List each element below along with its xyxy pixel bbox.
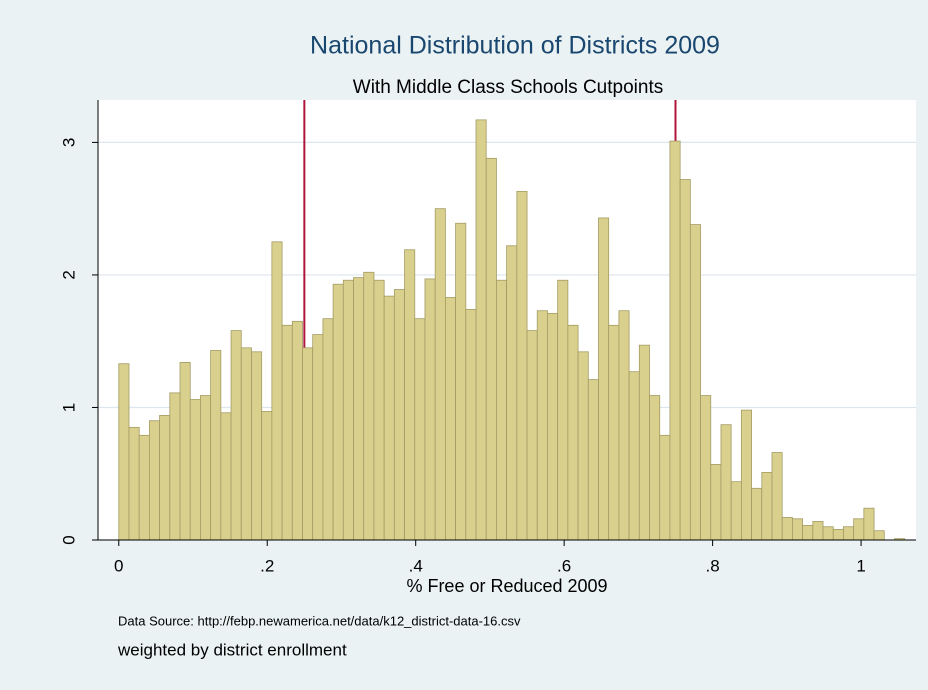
chart-subtitle: With Middle Class Schools Cutpoints bbox=[353, 77, 663, 98]
bar bbox=[679, 179, 691, 541]
bar bbox=[332, 283, 344, 541]
bar bbox=[536, 310, 548, 541]
bar bbox=[812, 521, 824, 541]
bar bbox=[547, 312, 559, 541]
bar bbox=[740, 409, 752, 541]
bar bbox=[138, 434, 150, 541]
bar bbox=[628, 371, 640, 541]
x-tick-label: .6 bbox=[557, 556, 571, 575]
y-tick-label: 1 bbox=[59, 403, 78, 412]
x-axis-title: % Free or Reduced 2009 bbox=[406, 576, 607, 596]
bar bbox=[465, 308, 477, 541]
bar bbox=[526, 330, 538, 541]
bar bbox=[373, 279, 385, 541]
bar bbox=[873, 530, 885, 541]
bar bbox=[414, 318, 426, 541]
bar bbox=[169, 392, 181, 541]
bar bbox=[608, 324, 620, 541]
bar bbox=[700, 395, 712, 541]
bar bbox=[638, 344, 650, 541]
bar bbox=[220, 412, 232, 541]
bar bbox=[322, 318, 334, 541]
bar bbox=[179, 362, 191, 541]
bar bbox=[230, 330, 242, 541]
bar bbox=[669, 140, 681, 541]
bar bbox=[598, 217, 610, 541]
bar bbox=[149, 420, 161, 541]
bar bbox=[649, 395, 661, 541]
bar bbox=[383, 295, 395, 541]
bar bbox=[751, 487, 763, 541]
bar bbox=[342, 279, 354, 541]
bar bbox=[424, 278, 436, 541]
x-tick-label: .8 bbox=[706, 556, 720, 575]
bar bbox=[455, 222, 467, 541]
bar bbox=[557, 279, 569, 541]
bar bbox=[761, 472, 773, 541]
bar bbox=[291, 320, 303, 541]
bar bbox=[496, 279, 508, 541]
bar bbox=[404, 249, 416, 541]
bar bbox=[251, 351, 263, 541]
bar bbox=[159, 415, 171, 541]
bar bbox=[189, 399, 201, 541]
bar bbox=[475, 119, 487, 541]
y-tick-label: 0 bbox=[59, 535, 78, 544]
bar bbox=[587, 379, 599, 541]
x-tick-label: 0 bbox=[114, 556, 123, 575]
chart-title: National Distribution of Districts 2009 bbox=[310, 32, 720, 60]
bar bbox=[506, 245, 518, 541]
y-tick-label: 2 bbox=[59, 270, 78, 279]
bar bbox=[128, 426, 140, 541]
bar bbox=[516, 191, 528, 541]
bar bbox=[577, 351, 589, 541]
bar bbox=[802, 525, 814, 541]
bar bbox=[832, 528, 844, 541]
bar bbox=[618, 310, 630, 541]
bar bbox=[393, 289, 405, 541]
bar bbox=[710, 464, 722, 541]
bar bbox=[689, 224, 701, 541]
bar bbox=[659, 434, 671, 541]
bar bbox=[200, 395, 212, 541]
bar bbox=[240, 347, 252, 541]
bar bbox=[271, 241, 283, 541]
bar bbox=[363, 271, 375, 541]
bar bbox=[863, 507, 875, 541]
y-tick-label: 3 bbox=[59, 138, 78, 147]
bar bbox=[312, 334, 324, 541]
bar bbox=[261, 411, 273, 541]
bar bbox=[771, 452, 783, 541]
bar bbox=[302, 347, 314, 541]
x-tick-label: .2 bbox=[260, 556, 274, 575]
bar bbox=[720, 424, 732, 541]
bar bbox=[567, 324, 579, 541]
note: Data Source: http://febp.newamerica.net/… bbox=[118, 613, 521, 628]
bar bbox=[792, 518, 804, 541]
note: weighted by district enrollment bbox=[117, 640, 347, 659]
x-tick-label: 1 bbox=[856, 556, 865, 575]
bar bbox=[843, 526, 855, 541]
bar bbox=[781, 517, 793, 541]
bar bbox=[118, 363, 130, 541]
x-tick-label: .4 bbox=[409, 556, 423, 575]
bar bbox=[434, 208, 446, 541]
bar bbox=[822, 526, 834, 541]
bar bbox=[853, 518, 865, 541]
bar bbox=[444, 297, 456, 541]
bar bbox=[730, 481, 742, 541]
bar bbox=[353, 277, 365, 541]
bar bbox=[281, 324, 293, 541]
bar bbox=[210, 350, 222, 541]
bar bbox=[485, 157, 497, 541]
